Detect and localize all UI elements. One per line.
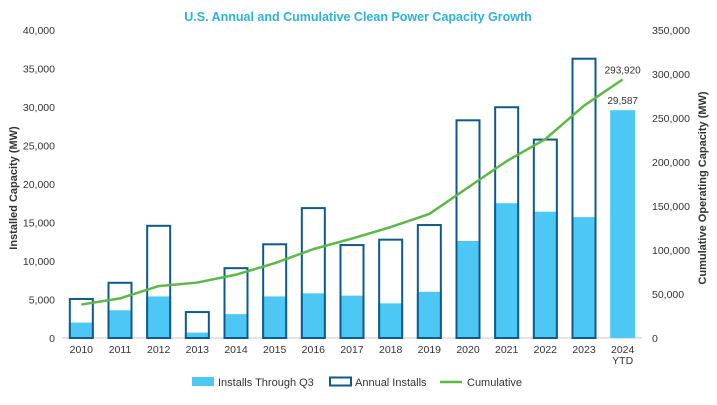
legend-swatch-installs-q3 — [192, 377, 214, 386]
bar-installs-q3 — [532, 211, 558, 338]
x-tick-label: 2019 — [418, 344, 442, 356]
bar-installs-q3 — [146, 296, 172, 338]
bar-installs-q3 — [300, 293, 326, 338]
x-tick-label: 2024 — [611, 344, 635, 356]
bar-annual-installs — [339, 244, 365, 339]
y-tick-label: 25,000 — [23, 141, 55, 153]
bar-annual-installs — [146, 224, 172, 339]
x-tick-label: 2017 — [340, 344, 364, 356]
bar-installs-q3 — [262, 296, 288, 338]
left-axis-ticks: 0 5,000 10,000 15,000 20,000 25,000 30,000 35,0… — [23, 25, 55, 345]
legend-label-cumulative: Cumulative — [467, 377, 522, 389]
cumulative-line — [81, 78, 624, 306]
y2-tick-label: 0 — [652, 333, 658, 345]
y-tick-label: 5,000 — [29, 295, 55, 307]
y-tick-label: 0 — [49, 333, 55, 345]
y2-tick-label: 350,000 — [652, 25, 690, 37]
y-tick-label: 10,000 — [23, 256, 55, 268]
chart-title: U.S. Annual and Cumulative Clean Power C… — [184, 10, 532, 24]
x-tick-label: 2022 — [534, 344, 558, 356]
bar-annual-installs — [223, 267, 249, 339]
x-tick-label: 2012 — [147, 344, 171, 356]
data-label: 29,587 — [607, 96, 638, 107]
legend: Installs Through Q3 Annual Installs Cumu… — [192, 376, 522, 389]
y-tick-label: 20,000 — [23, 179, 55, 191]
legend-label-installs-q3: Installs Through Q3 — [218, 377, 314, 389]
annual-installs-bars — [68, 57, 597, 340]
y-axis-label: Installed Capacity (MW) — [8, 126, 20, 250]
y2-tick-label: 150,000 — [652, 201, 690, 213]
x-tick-label: 2020 — [456, 344, 480, 356]
cumulative-line-group — [81, 78, 624, 306]
data-label: 293,920 — [605, 65, 642, 76]
y2-axis-label: Cumulative Operating Capacity (MW) — [697, 91, 709, 284]
y-tick-label: 40,000 — [23, 25, 55, 37]
right-axis-ticks: 0 50,000 100,000 150,000 200,000 250,000 300,0… — [652, 25, 690, 345]
bar-installs-q3 — [494, 203, 520, 338]
bar-annual-installs — [300, 207, 326, 339]
x-tick-label: 2014 — [224, 344, 248, 356]
x-tick-label: 2013 — [186, 344, 210, 356]
bar-installs-q3 — [610, 110, 636, 338]
x-tick-label: 2015 — [263, 344, 287, 356]
x-tick-label: 2016 — [302, 344, 326, 356]
x-tick-label: 2023 — [572, 344, 596, 356]
installs-q3-bars — [68, 110, 636, 338]
x-tick-label: 2010 — [70, 344, 94, 356]
x-tick-label: 2018 — [379, 344, 403, 356]
bar-installs-q3 — [223, 314, 249, 338]
bar-installs-q3 — [339, 295, 365, 338]
y-tick-label: 30,000 — [23, 102, 55, 114]
x-axis-ticks: 2010 2011 2012 2013 2014 2015 2016 2017 2018 2019… — [70, 344, 635, 367]
y2-tick-label: 300,000 — [652, 69, 690, 81]
bar-annual-installs — [494, 106, 520, 340]
bar-installs-q3 — [68, 322, 94, 338]
bar-annual-installs — [107, 281, 133, 340]
x-tick-label: 2011 — [109, 344, 132, 356]
bar-annual-installs — [416, 224, 442, 339]
bar-annual-installs — [378, 238, 404, 339]
bar-installs-q3 — [107, 310, 133, 338]
bar-annual-installs — [68, 297, 94, 339]
bar-annual-installs — [571, 57, 597, 339]
y2-tick-label: 200,000 — [652, 157, 690, 169]
x-tick-label: YTD — [612, 355, 633, 367]
y2-tick-label: 250,000 — [652, 113, 690, 125]
y2-tick-label: 50,000 — [652, 289, 684, 301]
x-tick-label: 2021 — [495, 344, 519, 356]
data-labels: 293,920 29,587 — [605, 65, 642, 107]
legend-swatch-annual-installs — [329, 376, 352, 387]
bar-installs-q3 — [184, 332, 210, 338]
y-tick-label: 15,000 — [23, 218, 55, 230]
bar-annual-installs — [184, 311, 210, 339]
bar-installs-q3 — [571, 217, 597, 338]
legend-label-annual-installs: Annual Installs — [355, 377, 427, 389]
bar-installs-q3 — [455, 240, 481, 338]
y2-tick-label: 100,000 — [652, 245, 690, 257]
bar-annual-installs — [262, 243, 288, 339]
bar-annual-installs — [455, 119, 481, 339]
bar-installs-q3 — [378, 303, 404, 338]
y-tick-label: 35,000 — [23, 64, 55, 76]
bar-installs-q3 — [416, 291, 442, 338]
